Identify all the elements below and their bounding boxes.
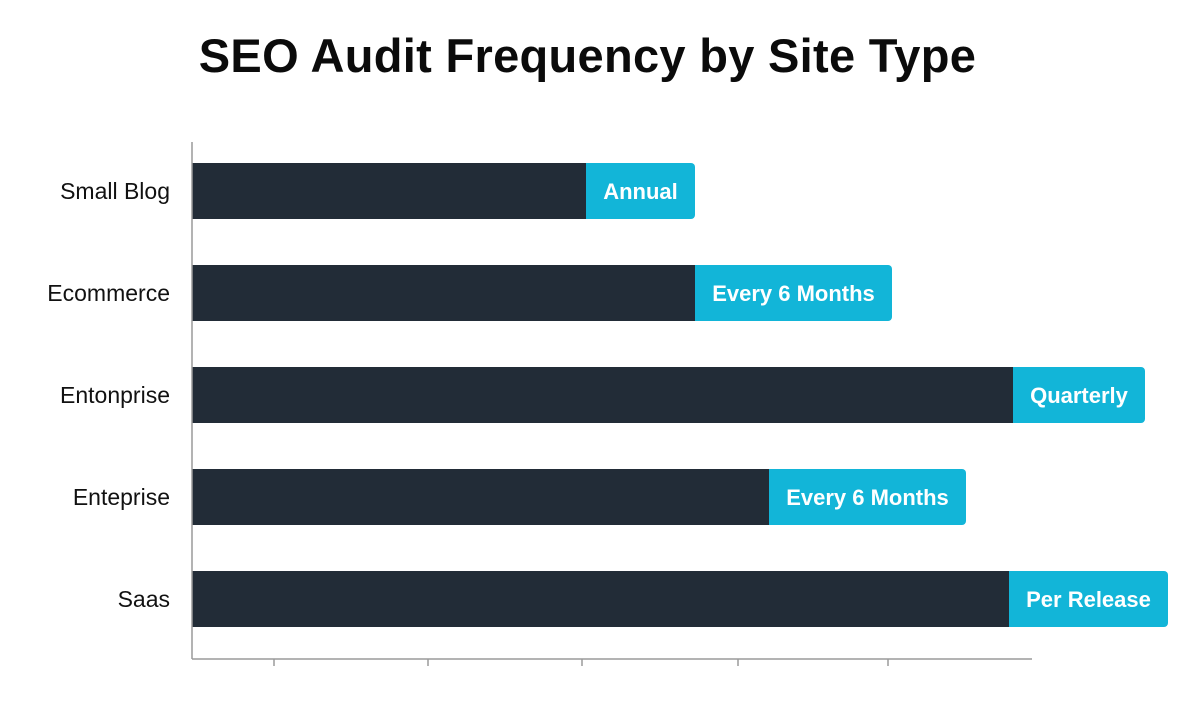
value-tag	[695, 265, 892, 321]
value-tag-edge	[769, 469, 775, 525]
value-tag-edge	[695, 265, 701, 321]
bar	[192, 469, 769, 525]
category-label: Saas	[118, 586, 170, 612]
bar-group: Enteprise Every 6 Months	[73, 469, 966, 525]
value-tag	[769, 469, 966, 525]
data-label: Quarterly	[1030, 383, 1129, 408]
value-tag-edge	[1009, 571, 1015, 627]
category-label: Small Blog	[60, 178, 170, 204]
chart-title: SEO Audit Frequency by Site Type	[198, 29, 977, 82]
data-label: Every 6 Months	[786, 485, 949, 510]
data-label: Per Release	[1026, 587, 1151, 612]
bar-group: Small Blog Annual	[60, 163, 695, 219]
bar	[192, 163, 586, 219]
value-tag	[1009, 571, 1168, 627]
value-tag	[586, 163, 695, 219]
axis-layer	[191, 142, 1032, 666]
bar	[192, 265, 695, 321]
bar-group: Saas Per Release	[118, 571, 1168, 627]
category-label: Enteprise	[73, 484, 170, 510]
bar-group: Entonprise Quarterly	[60, 367, 1145, 423]
value-tag-edge	[586, 163, 592, 219]
bar	[192, 367, 1013, 423]
bar-group: Ecommerce Every 6 Months	[47, 265, 892, 321]
data-label: Annual	[603, 179, 678, 204]
category-label: Ecommerce	[47, 280, 170, 306]
data-label: Every 6 Months	[712, 281, 875, 306]
value-tag	[1013, 367, 1145, 423]
category-label: Entonprise	[60, 382, 170, 408]
bar	[192, 571, 1009, 627]
value-tag-edge	[1013, 367, 1019, 423]
